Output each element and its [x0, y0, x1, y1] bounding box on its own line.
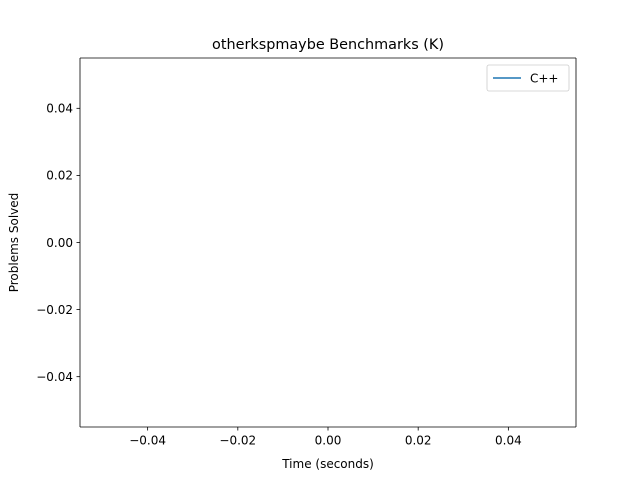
y-tick-label: 0.02 [46, 169, 73, 183]
y-tick-label: −0.02 [36, 303, 73, 317]
y-tick-label: 0.04 [46, 102, 73, 116]
y-tick-label: −0.04 [36, 370, 73, 384]
plot-area [80, 58, 576, 427]
x-axis-label: Time (seconds) [281, 457, 374, 471]
x-tick-label: −0.04 [129, 434, 166, 448]
y-tick-label: 0.00 [46, 236, 73, 250]
x-tick-label: 0.04 [495, 434, 522, 448]
x-tick-label: 0.00 [315, 434, 342, 448]
legend-box [486, 64, 570, 92]
chart-title: otherkspmaybe Benchmarks (K) [212, 37, 444, 53]
x-tick-label: 0.02 [405, 434, 432, 448]
x-tick-label: −0.02 [219, 434, 256, 448]
legend: C++ [486, 64, 570, 92]
x-axis-ticks: −0.04 −0.02 0.00 0.02 0.04 [129, 427, 522, 448]
y-axis-ticks: −0.04 −0.02 0.00 0.02 0.04 [36, 102, 80, 384]
legend-label-cpp: C++ [530, 72, 559, 86]
y-axis-label: Problems Solved [7, 193, 21, 293]
